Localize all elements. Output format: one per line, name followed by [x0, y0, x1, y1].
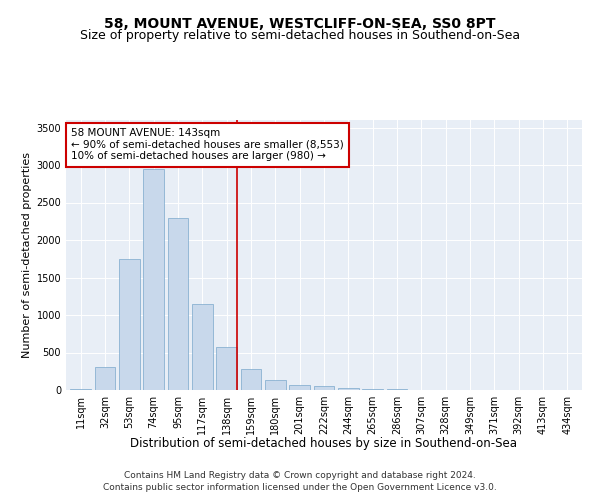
Bar	[167, 218, 188, 390]
Text: Contains HM Land Registry data © Crown copyright and database right 2024.: Contains HM Land Registry data © Crown c…	[124, 471, 476, 480]
Bar	[289, 385, 310, 390]
Bar	[143, 169, 164, 390]
Text: Contains public sector information licensed under the Open Government Licence v3: Contains public sector information licen…	[103, 484, 497, 492]
Bar	[119, 259, 140, 390]
Text: 58 MOUNT AVENUE: 143sqm
← 90% of semi-detached houses are smaller (8,553)
10% of: 58 MOUNT AVENUE: 143sqm ← 90% of semi-de…	[71, 128, 344, 162]
Bar	[338, 388, 359, 390]
Text: 58, MOUNT AVENUE, WESTCLIFF-ON-SEA, SS0 8PT: 58, MOUNT AVENUE, WESTCLIFF-ON-SEA, SS0 …	[104, 18, 496, 32]
Bar	[362, 389, 383, 390]
Bar	[386, 389, 407, 390]
Bar	[216, 346, 237, 390]
Bar	[192, 304, 212, 390]
Bar	[70, 388, 91, 390]
Bar	[241, 369, 262, 390]
X-axis label: Distribution of semi-detached houses by size in Southend-on-Sea: Distribution of semi-detached houses by …	[131, 437, 517, 450]
Bar	[95, 367, 115, 390]
Bar	[265, 380, 286, 390]
Bar	[314, 386, 334, 390]
Y-axis label: Number of semi-detached properties: Number of semi-detached properties	[22, 152, 32, 358]
Text: Size of property relative to semi-detached houses in Southend-on-Sea: Size of property relative to semi-detach…	[80, 29, 520, 42]
